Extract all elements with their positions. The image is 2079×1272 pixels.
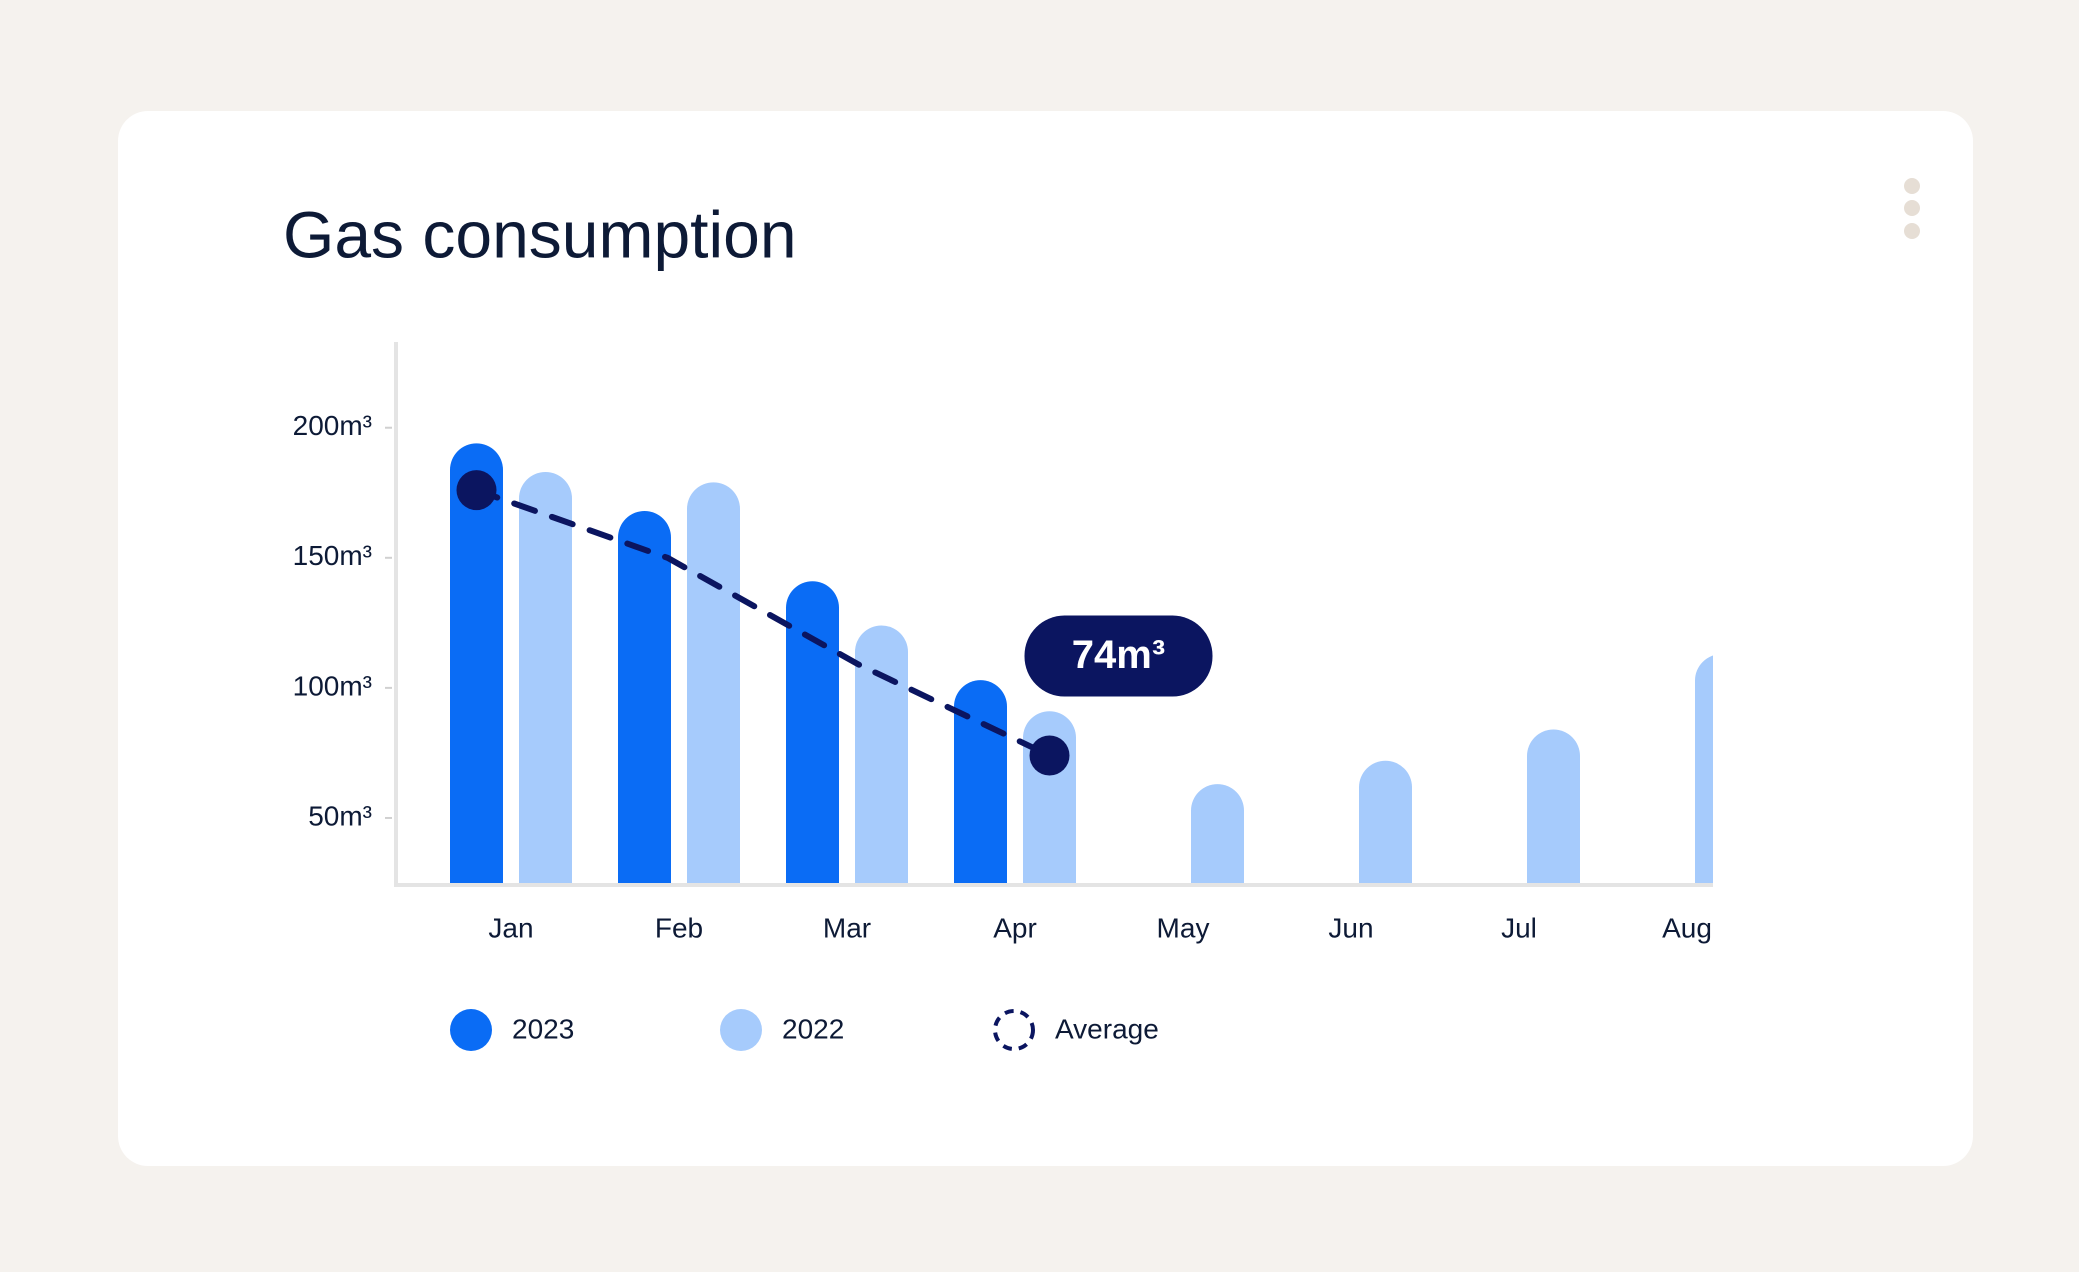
legend-label: 2022 [782, 1013, 844, 1044]
value-callout [1024, 615, 1213, 697]
legend-label: 2023 [512, 1013, 574, 1044]
value-label: 74m³ [1072, 633, 1165, 677]
bar [1695, 655, 1713, 883]
average-line [473, 487, 1053, 759]
bar [1359, 760, 1412, 883]
x-tick-label: Jul [1501, 912, 1537, 943]
x-tick-label: Jan [488, 912, 533, 943]
y-tick-label: 150m³ [293, 540, 372, 571]
legend-item: 2022 [720, 1009, 844, 1051]
average-point [1029, 735, 1070, 776]
bar [618, 510, 671, 883]
y-tick-label: 50m³ [308, 800, 372, 831]
y-tick-label: 200m³ [293, 410, 372, 441]
x-tick-label: Feb [655, 912, 703, 943]
y-tick-label: 100m³ [293, 670, 372, 701]
labels: 50m³ 100m³ 150m³ 200m³ Jan Feb Mar Apr May Jun Jul… [293, 410, 1712, 1051]
legend-swatch [450, 1009, 492, 1051]
legend-item: Average [993, 1009, 1159, 1051]
bar [687, 482, 740, 883]
legend-swatch [993, 1009, 1035, 1051]
x-tick-label: Aug [1662, 912, 1712, 943]
legend-item: 2023 [450, 1009, 574, 1051]
chart-title: Gas consumption [283, 197, 797, 271]
bar [519, 471, 572, 883]
legend-label: Average [1055, 1013, 1159, 1044]
bar [1191, 784, 1244, 883]
x-labels: Jan Feb Mar Apr May Jun Jul Aug [488, 912, 1711, 943]
x-tick-label: Apr [993, 912, 1037, 943]
x-tick-label: Mar [823, 912, 871, 943]
legend-swatch [720, 1009, 762, 1051]
x-tick-label: May [1157, 912, 1210, 943]
bar [450, 443, 503, 883]
bar [855, 625, 908, 883]
average-point [456, 470, 497, 511]
bar [786, 581, 839, 883]
bar [1527, 729, 1580, 883]
plot-area [450, 443, 1713, 883]
menu-dot [1904, 223, 1920, 239]
menu-dot [1904, 200, 1920, 216]
menu-button[interactable] [1904, 178, 1920, 239]
x-tick-label: Jun [1328, 912, 1373, 943]
menu-dot [1904, 178, 1920, 194]
